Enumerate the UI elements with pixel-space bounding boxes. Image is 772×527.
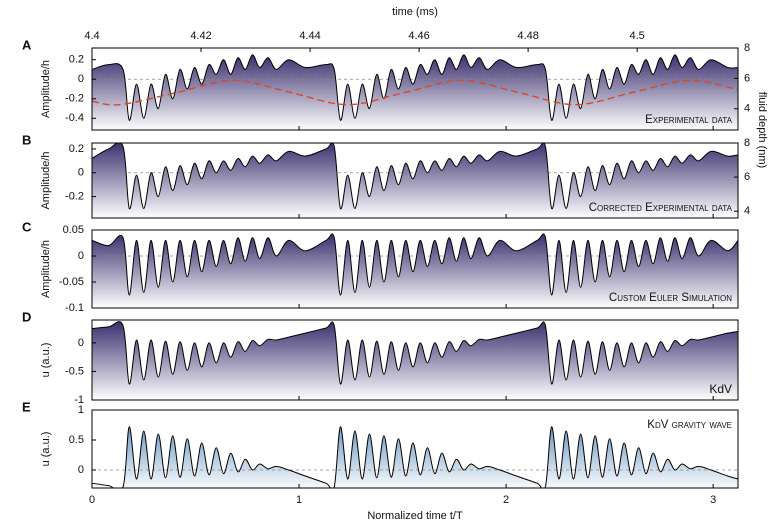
y-axis-label: u (a.u.) xyxy=(40,432,52,467)
y-tick-label: 0.05 xyxy=(63,224,84,236)
y2-axis-label: fluid depth (nm) xyxy=(756,92,768,168)
y-axis-label: u (a.u.) xyxy=(40,343,52,378)
panel-frame xyxy=(91,47,739,131)
annotation: Custom Euler Simulation xyxy=(609,292,732,304)
waveform-line xyxy=(92,321,738,385)
y-tick-label: 1 xyxy=(78,404,84,416)
x2-tick-label: 4.48 xyxy=(517,30,538,42)
x2-axis-label: time (ms) xyxy=(392,6,438,18)
y2-tick-label: 4 xyxy=(744,205,750,217)
x-tick-label: 1 xyxy=(296,494,302,506)
y-tick-label: 0 xyxy=(78,337,84,349)
y2-tick-label: 6 xyxy=(744,72,750,84)
waveform-line xyxy=(92,426,738,488)
area-fill xyxy=(92,426,738,488)
x-tick-label: 3 xyxy=(710,494,716,506)
y-tick-label: 0 xyxy=(78,464,84,476)
y-tick-label: 0 xyxy=(78,250,84,262)
panel-1 xyxy=(92,143,738,218)
panel-2 xyxy=(92,233,738,308)
annotation: KdV gravity wave xyxy=(647,419,732,431)
y-tick-label: 0.2 xyxy=(69,54,84,66)
annotation: KdV xyxy=(709,382,732,396)
y-axis-label: Amplitude/h xyxy=(40,151,52,209)
y2-tick-label: 6 xyxy=(744,171,750,183)
y-tick-label: 0 xyxy=(78,167,84,179)
x-tick-label: 2 xyxy=(503,494,509,506)
panel-letter: A xyxy=(22,37,32,52)
x2-tick-label: 4.42 xyxy=(190,30,211,42)
panel-letter: E xyxy=(22,399,31,414)
y-tick-label: -0.05 xyxy=(59,276,84,288)
panel-3 xyxy=(92,321,738,400)
panel-frame xyxy=(91,319,739,401)
panel-frame xyxy=(91,409,739,489)
waveform-line xyxy=(92,233,738,296)
y2-tick-label: 8 xyxy=(744,137,750,149)
x2-tick-label: 4.5 xyxy=(629,30,644,42)
annotation: Experimental data xyxy=(645,114,733,126)
panel-letter: B xyxy=(22,132,31,147)
x-tick-label: 0 xyxy=(89,494,95,506)
y-tick-label: 0 xyxy=(78,73,84,85)
x2-tick-label: 4.4 xyxy=(84,30,99,42)
waveform-line xyxy=(92,54,738,121)
area-fill xyxy=(92,321,738,400)
x-axis-label: Normalized time t/T xyxy=(367,510,463,522)
area-fill xyxy=(92,54,738,130)
panel-4 xyxy=(92,426,738,488)
y-tick-label: -1 xyxy=(74,394,84,406)
y-tick-label: -0.2 xyxy=(65,93,84,105)
x2-tick-label: 4.44 xyxy=(299,30,320,42)
y-tick-label: -0.1 xyxy=(65,302,84,314)
y2-tick-label: 8 xyxy=(744,42,750,54)
panel-letter: D xyxy=(22,309,31,324)
y-tick-label: -0.4 xyxy=(65,112,84,124)
area-fill xyxy=(92,233,738,308)
waveform-line xyxy=(92,143,738,209)
depth-line xyxy=(92,79,738,106)
area-fill xyxy=(92,143,738,218)
y2-tick-label: 4 xyxy=(744,103,750,115)
y-tick-label: 0.2 xyxy=(69,143,84,155)
y-tick-label: -0.2 xyxy=(65,190,84,202)
panel-frame xyxy=(91,229,739,309)
annotation: Corrected Experimental data xyxy=(589,202,733,214)
x2-tick-label: 4.46 xyxy=(408,30,429,42)
panel-frame xyxy=(91,142,739,219)
panel-0 xyxy=(92,54,738,130)
y-tick-label: 0.5 xyxy=(69,434,84,446)
y-tick-label: -0.5 xyxy=(65,365,84,377)
panel-letter: C xyxy=(22,219,32,234)
y-axis-label: Amplitude/h xyxy=(40,60,52,118)
y-axis-label: Amplitude/h xyxy=(40,240,52,298)
